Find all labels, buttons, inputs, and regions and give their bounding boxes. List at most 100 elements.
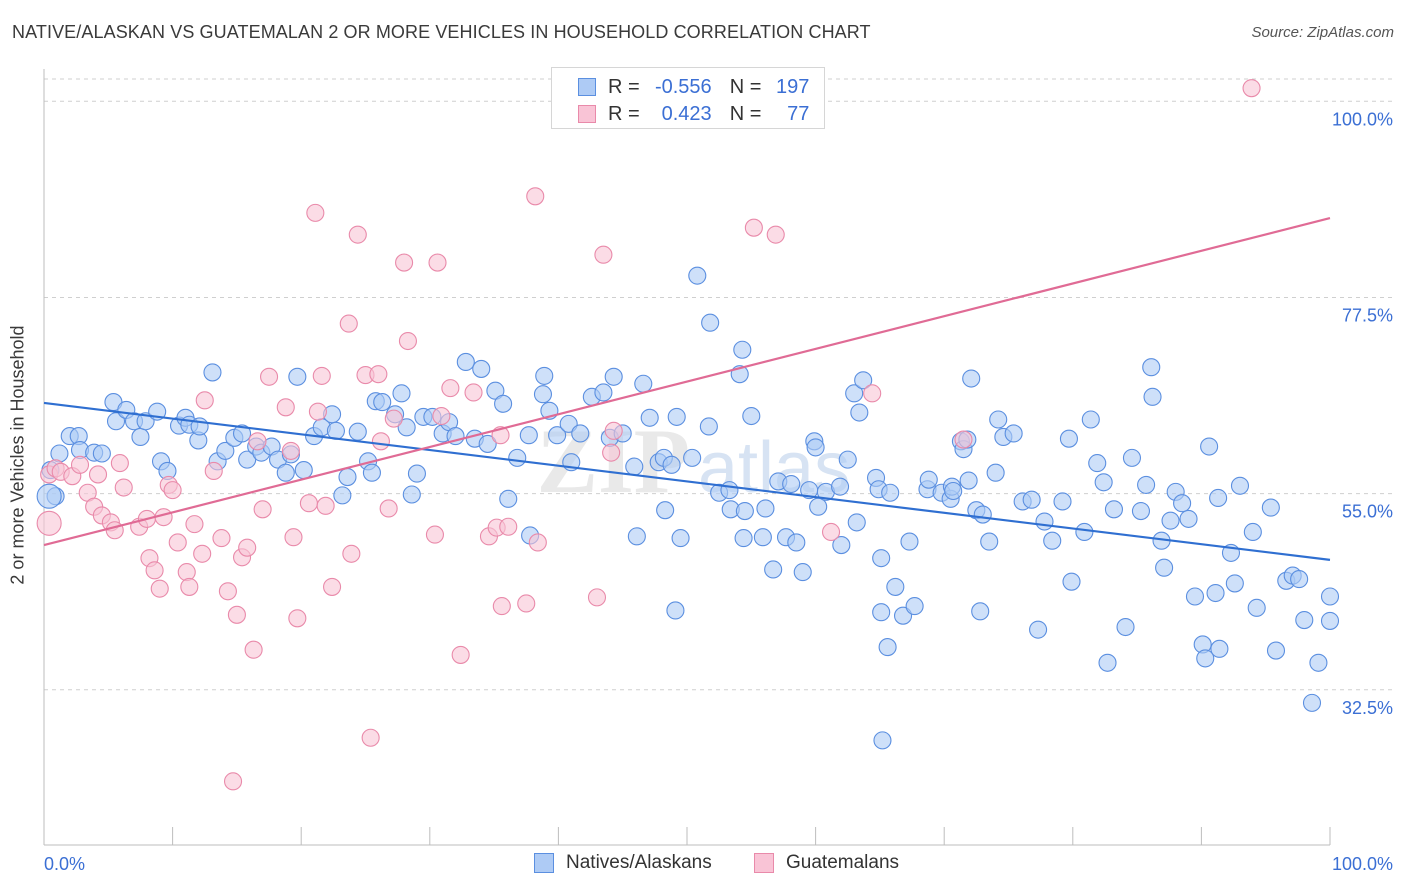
guatemalan-point [105,521,124,540]
native-point [604,367,623,386]
guatemalan-point [306,203,325,222]
native-point [203,363,222,382]
native-point [1179,509,1198,528]
stats-legend-row-guatemalans: R = 0.423 N = 77 [578,101,809,127]
native-point [872,549,891,568]
native-point [806,438,825,457]
native-point [1004,424,1023,443]
guatemalan-point [218,582,237,601]
guatemalan-point [528,533,547,552]
native-point [1062,572,1081,591]
guatemalan-point [821,522,841,542]
guatemalan-point [361,728,380,747]
guatemalan-point [428,253,447,272]
legend-item-natives[interactable]: Natives/Alaskans [534,852,712,874]
native-point [1137,475,1156,494]
guatemalan-point [88,465,108,484]
guatemalan-point [954,430,973,449]
guatemalan-point [316,496,335,515]
native-point [1243,522,1262,542]
native-point [559,414,578,433]
guatemalan-point [517,594,536,613]
guatemalan-point [150,579,169,598]
series-natives-points [36,266,1340,750]
native-point [1200,437,1219,456]
native-point [1210,639,1229,658]
natives-trendline [43,401,1331,561]
native-point [688,266,707,285]
native-point [733,340,752,359]
guatemalan-point [369,365,388,384]
legend-item-guatemalans[interactable]: Guatemalans [754,852,899,874]
native-point [92,444,111,463]
legend-label-natives: Natives/Alaskans [566,852,712,873]
r-label: R = [608,102,640,125]
native-point [753,528,772,547]
guatemalan-point [253,500,272,519]
native-point [338,468,357,487]
x-tick-label-min: 0.0% [44,854,85,874]
native-point [1088,454,1107,473]
guatemalan-point [244,640,263,659]
native-point [1098,653,1117,672]
native-point [1043,531,1062,550]
native-point [656,501,675,520]
x-tick-label-max: 100.0% [1332,854,1393,874]
n-value: 197 [776,75,810,98]
native-point [397,418,416,437]
native-point [594,383,613,402]
native-point [787,533,806,552]
guatemalan-point [398,331,417,351]
guatemalan-point [323,577,342,596]
guatemalan-point [180,577,199,596]
native-point [742,406,761,426]
native-point [959,471,978,490]
native-point [535,366,554,385]
native-point [1094,473,1113,492]
guatemalan-point [348,225,367,244]
native-point [625,457,644,476]
guatemalan-point [110,454,129,473]
native-point [456,352,475,372]
native-point [1116,617,1135,637]
native-point [699,417,718,436]
native-point [878,638,897,657]
native-point [734,529,753,548]
guatemalan-point [379,499,398,518]
guatemalan-point [248,432,267,451]
native-point [288,367,307,386]
native-point [873,731,892,750]
native-point [362,463,381,482]
native-point [838,450,857,469]
n-label: N = [729,75,762,98]
bottom-legend: Natives/Alaskans Guatemalans [0,852,1406,878]
series-guatemalans-points [36,79,1261,791]
native-point [1122,448,1142,467]
native-point [1053,492,1072,511]
native-point [1309,653,1328,672]
natives-legend-icon [534,853,554,873]
guatemalan-point [204,461,223,481]
native-point [1185,587,1205,606]
native-point [1059,429,1078,448]
n-label: N = [729,102,762,125]
native-point [1290,570,1309,589]
guatemalan-point [441,379,460,398]
native-point [905,597,924,616]
native-point [533,385,553,404]
native-point [1035,512,1054,531]
stats-legend: R = -0.556 N = 197 R = 0.423 N = 77 [551,67,825,129]
guatemalan-point [177,563,196,582]
native-point [1161,511,1180,530]
guatemalan-point [425,525,444,544]
guatemalan-point [499,517,518,536]
guatemalan-point [70,455,90,474]
guatemalan-point [308,402,327,421]
guatemalans-swatch-icon [578,105,596,123]
r-value: -0.556 [654,75,712,98]
native-point [1131,502,1151,521]
native-point [893,606,913,625]
native-point [989,410,1008,429]
guatemalan-point [339,314,358,333]
